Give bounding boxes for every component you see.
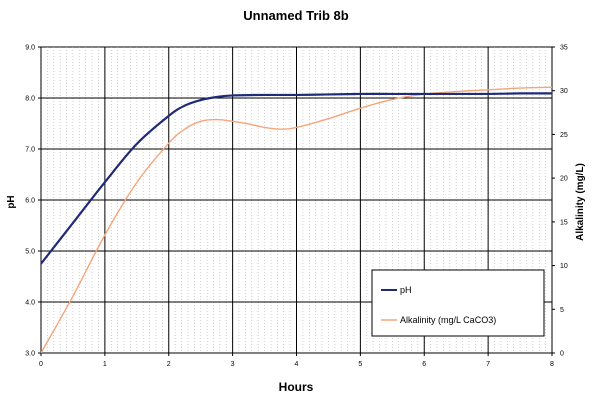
y-tick-label: 7.0 bbox=[25, 147, 35, 154]
x-tick-label: 1 bbox=[103, 361, 107, 368]
y2-axis-ticks: 0 5 10 15 20 25 30 35 bbox=[552, 45, 568, 358]
y-tick-label: 4.0 bbox=[25, 300, 35, 307]
series-layer bbox=[40, 86, 553, 354]
y2-tick-label: 35 bbox=[560, 45, 568, 52]
legend-label-alkalinity: Alkalinity (mg/L CaCO3) bbox=[400, 315, 496, 325]
y2-tick-label: 10 bbox=[560, 263, 568, 270]
series-line-alkalinity bbox=[40, 86, 553, 354]
y2-tick-label: 15 bbox=[560, 219, 568, 226]
y2-tick-label: 0 bbox=[560, 351, 564, 358]
legend: pH Alkalinity (mg/L CaCO3) bbox=[371, 269, 545, 337]
y2-tick-label: 20 bbox=[560, 176, 568, 183]
x-tick-label: 2 bbox=[167, 361, 171, 368]
y-axis-title: pH bbox=[6, 195, 17, 208]
x-axis-title: Hours bbox=[279, 380, 314, 394]
x-tick-label: 5 bbox=[358, 361, 362, 368]
y-tick-label: 5.0 bbox=[25, 249, 35, 256]
x-tick-label: 4 bbox=[295, 361, 299, 368]
y-tick-label: 6.0 bbox=[25, 198, 35, 205]
series-line-ph bbox=[40, 92, 553, 265]
x-tick-label: 0 bbox=[39, 361, 43, 368]
y-tick-label: 9.0 bbox=[25, 45, 35, 52]
legend-box bbox=[371, 269, 545, 337]
y-tick-label: 3.0 bbox=[25, 351, 35, 358]
y2-axis-title: Alkalinity (mg/L) bbox=[575, 163, 586, 241]
x-tick-label: 8 bbox=[550, 361, 554, 368]
y-axis-ticks: 3.0 4.0 5.0 6.0 7.0 8.0 9.0 bbox=[25, 45, 41, 358]
legend-label-ph: pH bbox=[400, 285, 412, 295]
y2-tick-label: 25 bbox=[560, 132, 568, 139]
x-axis-ticks: 0 1 2 3 4 5 6 7 8 bbox=[39, 353, 554, 368]
x-tick-label: 7 bbox=[486, 361, 490, 368]
y-tick-label: 8.0 bbox=[25, 96, 35, 103]
chart-title: Unnamed Trib 8b bbox=[243, 8, 349, 23]
x-tick-label: 6 bbox=[422, 361, 426, 368]
x-tick-label: 3 bbox=[231, 361, 235, 368]
y2-tick-label: 30 bbox=[560, 88, 568, 95]
y2-tick-label: 5 bbox=[560, 307, 564, 314]
